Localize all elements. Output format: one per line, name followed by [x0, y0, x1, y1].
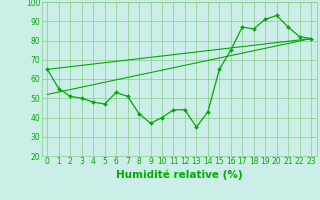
X-axis label: Humidité relative (%): Humidité relative (%) [116, 169, 243, 180]
